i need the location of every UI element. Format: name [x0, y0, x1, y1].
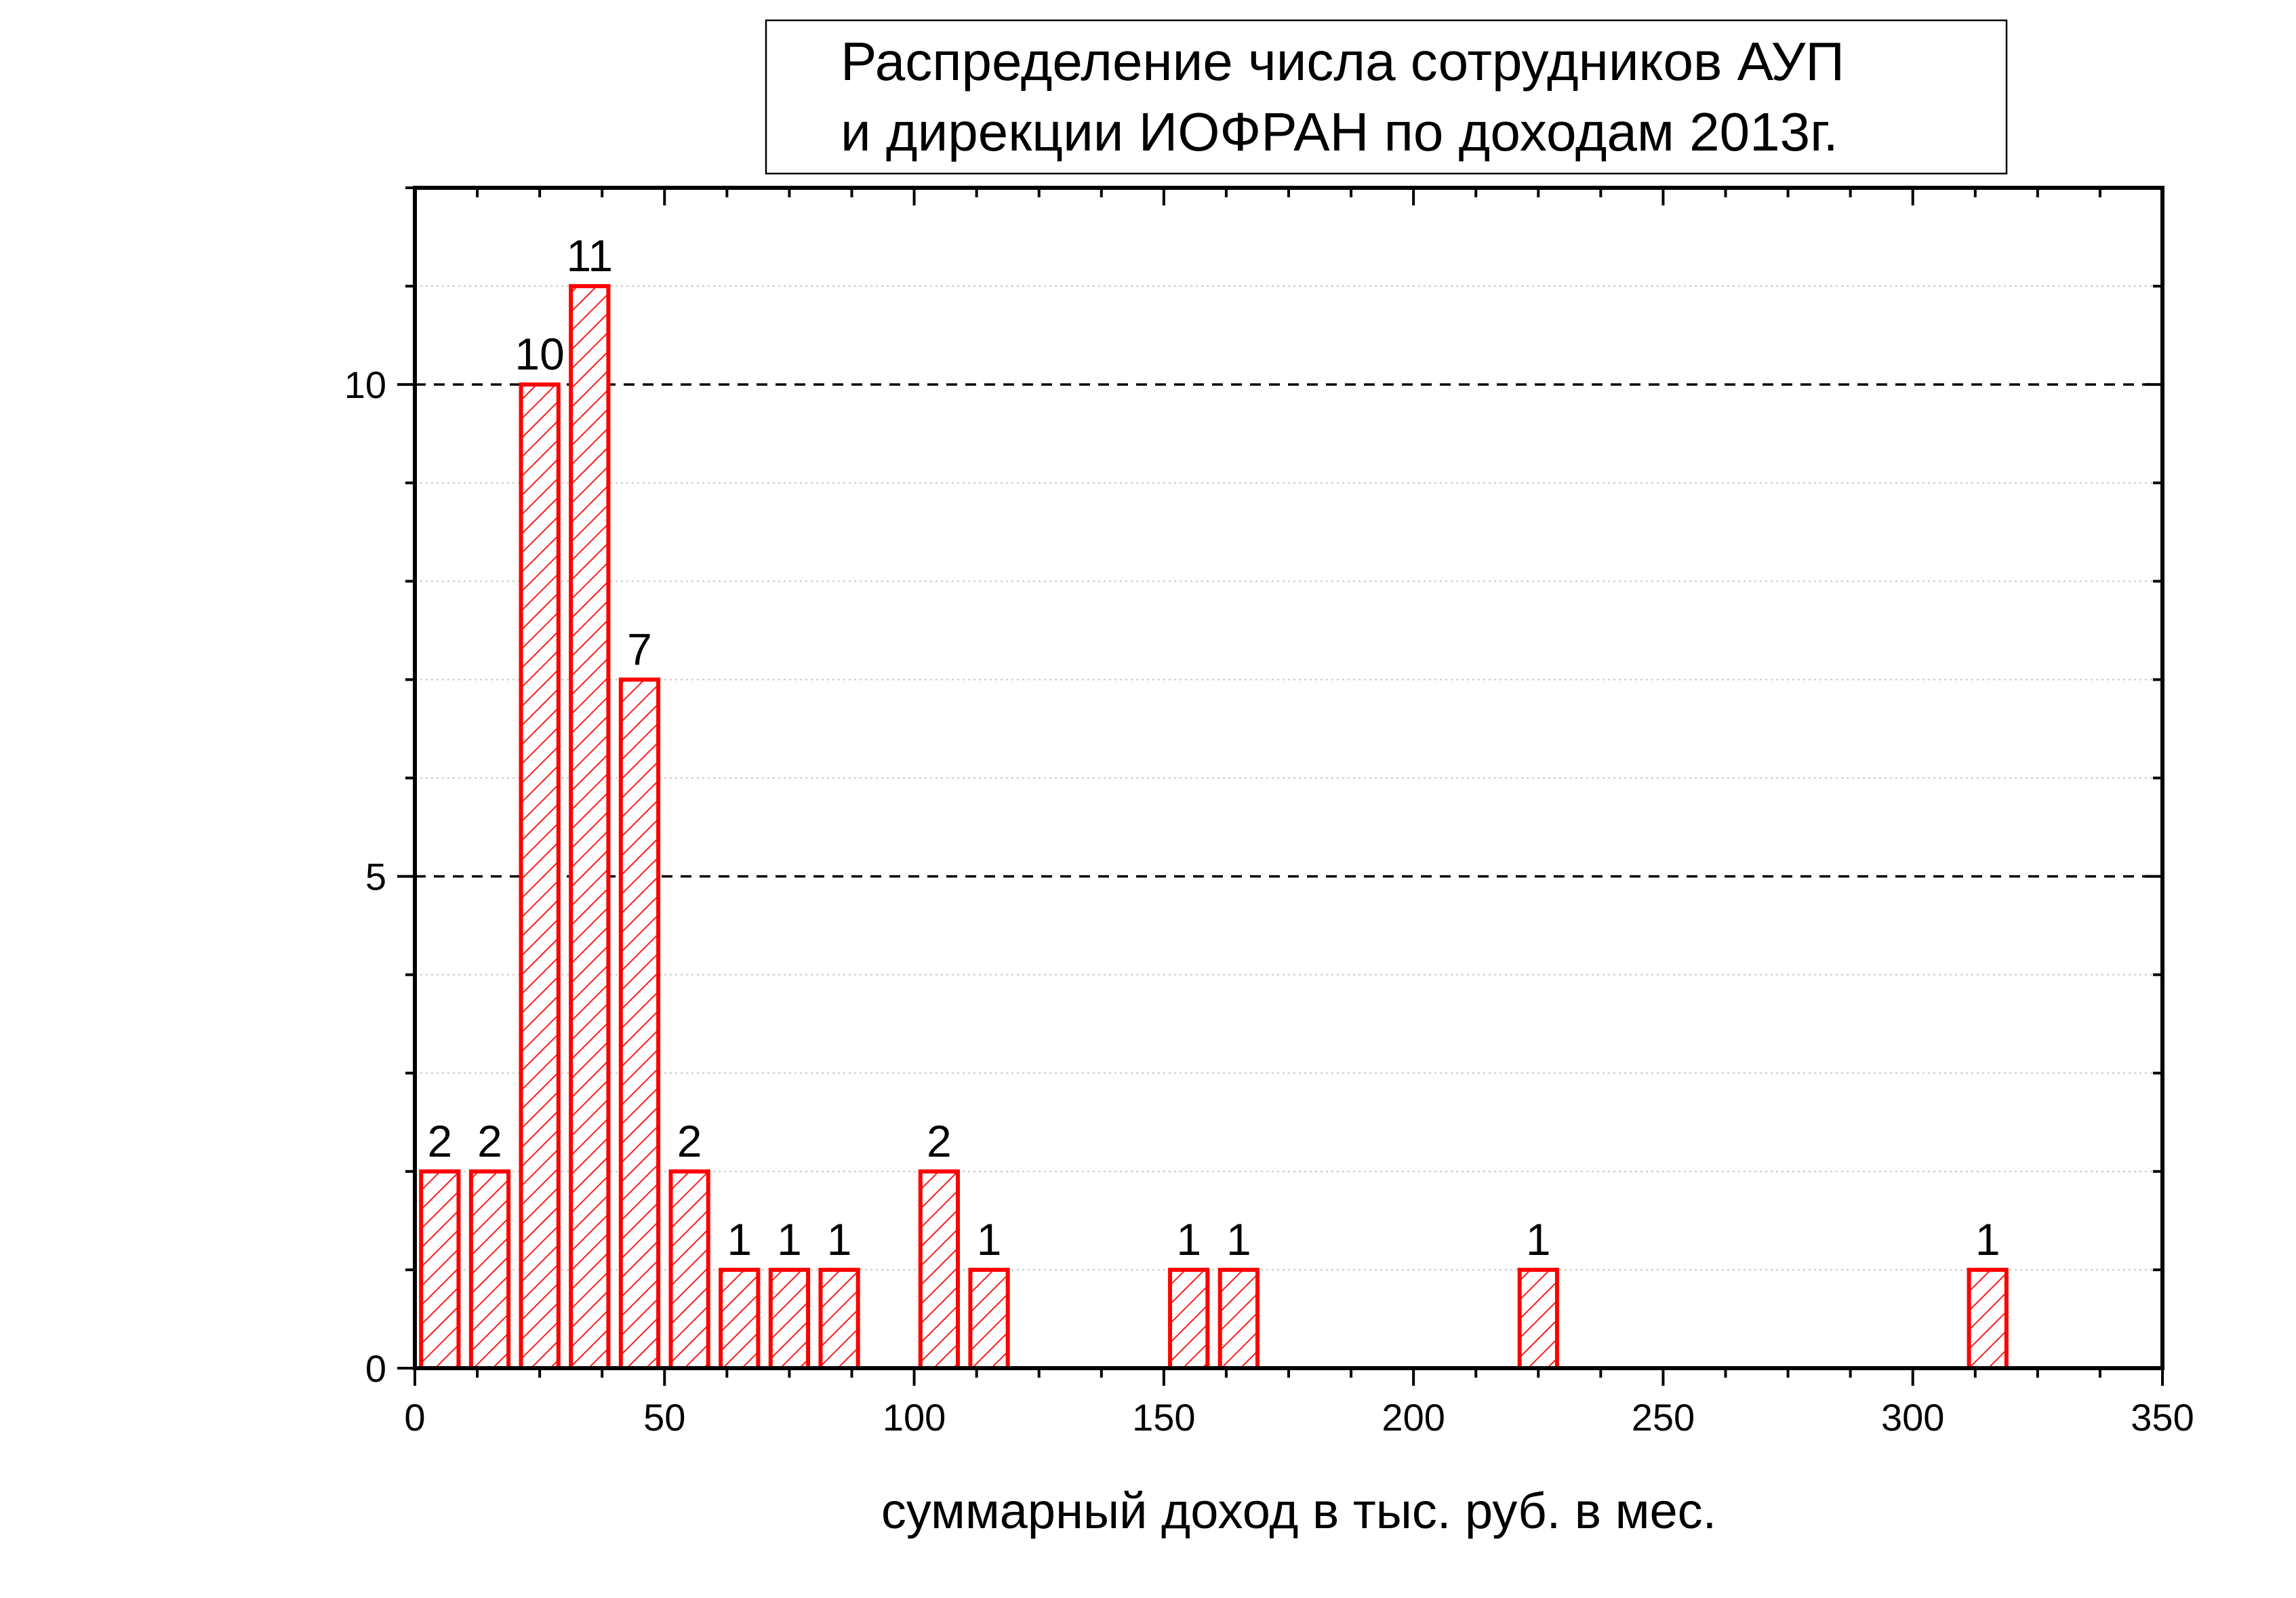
- bar-value-label: 11: [567, 231, 613, 281]
- x-tick-label: 250: [1632, 1396, 1695, 1439]
- bar: [468, 1169, 511, 1371]
- bar-value-label: 1: [977, 1214, 1002, 1264]
- bar-value-label: 2: [477, 1116, 502, 1166]
- bar-value-label: 1: [727, 1214, 752, 1264]
- bar: [668, 1169, 710, 1371]
- x-tick-label: 50: [643, 1396, 685, 1439]
- chart-title-box: Распределение числа сотрудников АУП и ди…: [765, 19, 2008, 175]
- bar-value-label: 1: [777, 1214, 802, 1264]
- bars: [419, 284, 2009, 1371]
- bar-value-label: 1: [1526, 1214, 1551, 1264]
- bar: [918, 1169, 961, 1371]
- y-tick-label: 10: [344, 363, 386, 406]
- bar-value-label: 2: [677, 1116, 702, 1166]
- bar-value-label: 10: [515, 329, 564, 379]
- bar-value-label: 2: [927, 1116, 952, 1166]
- bar-value-label: 1: [1226, 1214, 1251, 1264]
- bar: [719, 1267, 761, 1370]
- x-tick-label: 0: [404, 1396, 425, 1439]
- bar-value-label: 2: [427, 1116, 452, 1166]
- y-tick-label: 5: [365, 856, 386, 898]
- x-tick-label: 150: [1132, 1396, 1195, 1439]
- gridlines: [415, 285, 2162, 1271]
- bar: [419, 1169, 461, 1371]
- bar: [618, 677, 661, 1370]
- chart-title-line-2: и дирекции ИОФРАН по доходам 2013г.: [841, 102, 1838, 162]
- bar: [1517, 1267, 1559, 1370]
- x-tick-label: 200: [1382, 1396, 1445, 1439]
- y-tick-label: 0: [365, 1347, 386, 1390]
- bar-value-label: 7: [627, 624, 652, 674]
- x-axis-title: суммарный доход в тыс. руб. в мес.: [881, 1483, 1716, 1539]
- title-frame: [765, 19, 2008, 175]
- bar-value-label: 1: [1975, 1214, 2000, 1264]
- x-tick-label: 100: [883, 1396, 946, 1439]
- bar: [1967, 1267, 2009, 1370]
- chart-title-line-1: Распределение числа сотрудников АУП: [841, 31, 1845, 92]
- bar: [519, 382, 561, 1371]
- bar: [968, 1267, 1010, 1370]
- bar: [768, 1267, 811, 1370]
- bar: [1217, 1267, 1260, 1370]
- bar: [1168, 1267, 1210, 1370]
- bar-value-label: 1: [827, 1214, 852, 1264]
- bar: [818, 1267, 860, 1370]
- x-tick-label: 350: [2131, 1396, 2194, 1439]
- x-tick-label: 300: [1881, 1396, 1944, 1439]
- bar-value-label: 1: [1176, 1214, 1201, 1264]
- bar: [569, 284, 611, 1370]
- axes: 0 50 100 150 200 250 300 350 0 5 10: [344, 186, 2194, 1439]
